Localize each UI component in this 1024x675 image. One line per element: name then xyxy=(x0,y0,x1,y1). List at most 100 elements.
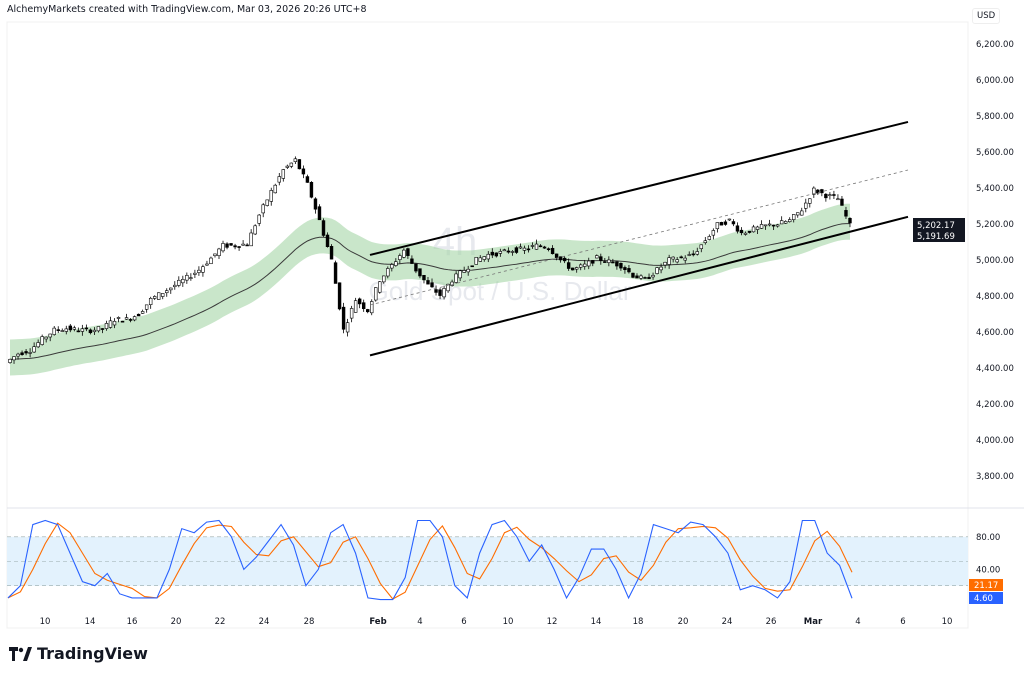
candle-body xyxy=(64,328,68,332)
candle-body xyxy=(442,288,446,298)
candle-body xyxy=(148,298,153,305)
candle-body xyxy=(727,218,732,221)
candle-body xyxy=(221,243,225,252)
candle-body xyxy=(494,252,499,257)
candle-body xyxy=(438,289,442,296)
candle-body xyxy=(261,204,265,214)
candle-body xyxy=(84,327,89,330)
time-tick: 28 xyxy=(304,617,315,627)
candle-body xyxy=(56,329,60,331)
candle-body xyxy=(209,257,213,265)
candle-body xyxy=(506,250,511,253)
candle-body xyxy=(707,236,712,240)
candle-body xyxy=(341,306,346,330)
candle-body xyxy=(635,275,639,279)
candle-body xyxy=(820,189,824,194)
candle-body xyxy=(719,222,724,226)
candle-body xyxy=(510,251,515,253)
candle-body xyxy=(249,232,253,247)
candle-body xyxy=(579,264,583,268)
candle-body xyxy=(349,308,354,319)
candle-body xyxy=(386,268,390,277)
candle-body xyxy=(217,248,221,257)
candle-body xyxy=(603,261,607,263)
candle-body xyxy=(675,259,679,263)
candle-body xyxy=(639,275,643,279)
candle-body xyxy=(20,352,24,355)
candle-body xyxy=(120,320,125,323)
candle-body xyxy=(514,247,519,253)
candle-body xyxy=(763,224,768,227)
last-price-badge xyxy=(913,218,965,242)
time-tick: Feb xyxy=(369,617,386,627)
candle-body xyxy=(402,249,406,258)
candle-body xyxy=(611,261,615,264)
candle-body xyxy=(229,243,233,246)
candle-body xyxy=(52,327,56,335)
candle-body xyxy=(502,249,507,252)
candle-body xyxy=(711,230,716,236)
candle-body xyxy=(426,280,430,285)
moving-average-line xyxy=(9,223,850,360)
stoch-k-badge xyxy=(969,592,1003,604)
candle-body xyxy=(96,326,101,332)
close-price-label: 5,191.69 xyxy=(917,232,955,242)
candle-body xyxy=(562,257,567,262)
candle-body xyxy=(414,263,418,272)
candle-body xyxy=(140,311,145,314)
candle-body xyxy=(374,287,378,301)
stoch-level-label: 80.00 xyxy=(976,533,1000,543)
candle-body xyxy=(309,182,314,198)
candle-body xyxy=(116,317,121,319)
candle-body xyxy=(245,244,249,247)
price-tick: 5,000.00 xyxy=(976,256,1014,266)
tradingview-logo-text: TradingView xyxy=(37,644,148,663)
candle-body xyxy=(446,283,450,292)
candle-body xyxy=(530,245,535,247)
candle-body xyxy=(587,260,591,267)
candle-body xyxy=(269,190,273,202)
candle-body xyxy=(699,244,703,249)
candle-body xyxy=(28,352,32,354)
candle-body xyxy=(293,158,298,162)
candle-body xyxy=(337,282,342,310)
candle-body xyxy=(136,313,141,317)
stoch-k-line xyxy=(7,519,853,601)
candle-body xyxy=(305,176,310,183)
candle-body xyxy=(321,220,326,236)
candle-body xyxy=(108,320,113,328)
candle-body xyxy=(281,169,286,179)
candle-body xyxy=(193,272,197,275)
candle-body xyxy=(643,277,647,279)
candle-body xyxy=(398,255,402,260)
candle-body xyxy=(546,248,551,250)
currency-label[interactable]: USD xyxy=(972,8,1001,24)
candle-body xyxy=(36,342,40,348)
candle-body xyxy=(394,261,398,266)
price-tick: 6,000.00 xyxy=(976,76,1014,86)
candle-body xyxy=(651,274,655,278)
candle-body xyxy=(285,165,290,168)
candle-body xyxy=(703,240,708,244)
candle-body xyxy=(104,323,109,329)
stoch-level-label: 40.00 xyxy=(976,565,1000,575)
candle-body xyxy=(422,275,426,281)
candle-body xyxy=(205,263,209,266)
candle-body xyxy=(566,262,571,269)
candle-body xyxy=(787,219,792,223)
candle-body xyxy=(32,346,36,353)
candle-body xyxy=(498,251,503,254)
candle-body xyxy=(197,269,201,273)
candle-body xyxy=(213,253,217,257)
candle-body xyxy=(599,256,603,261)
candle-body xyxy=(12,356,16,361)
time-tick: 6 xyxy=(461,617,466,627)
time-tick: 16 xyxy=(127,617,138,627)
candle-body xyxy=(418,268,422,277)
candle-body xyxy=(526,248,531,251)
candle-body xyxy=(44,336,48,340)
time-tick: 26 xyxy=(766,617,777,627)
candle-body xyxy=(112,320,117,326)
candle-body xyxy=(458,270,462,279)
